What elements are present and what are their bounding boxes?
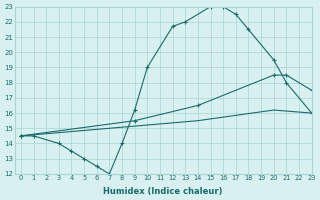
X-axis label: Humidex (Indice chaleur): Humidex (Indice chaleur) (103, 187, 223, 196)
